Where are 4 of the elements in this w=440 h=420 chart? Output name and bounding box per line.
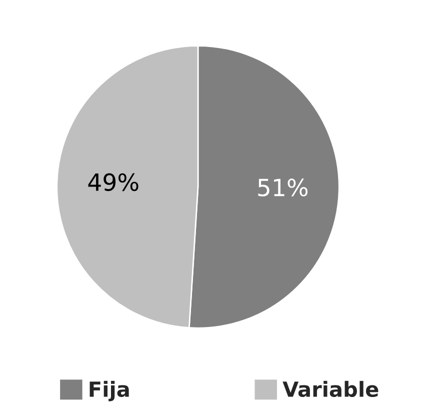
legend-label: Variable [282,380,378,398]
data-label: 51% [258,178,308,196]
data-label: 49% [88,173,138,192]
legend-label: Fija [90,380,129,402]
